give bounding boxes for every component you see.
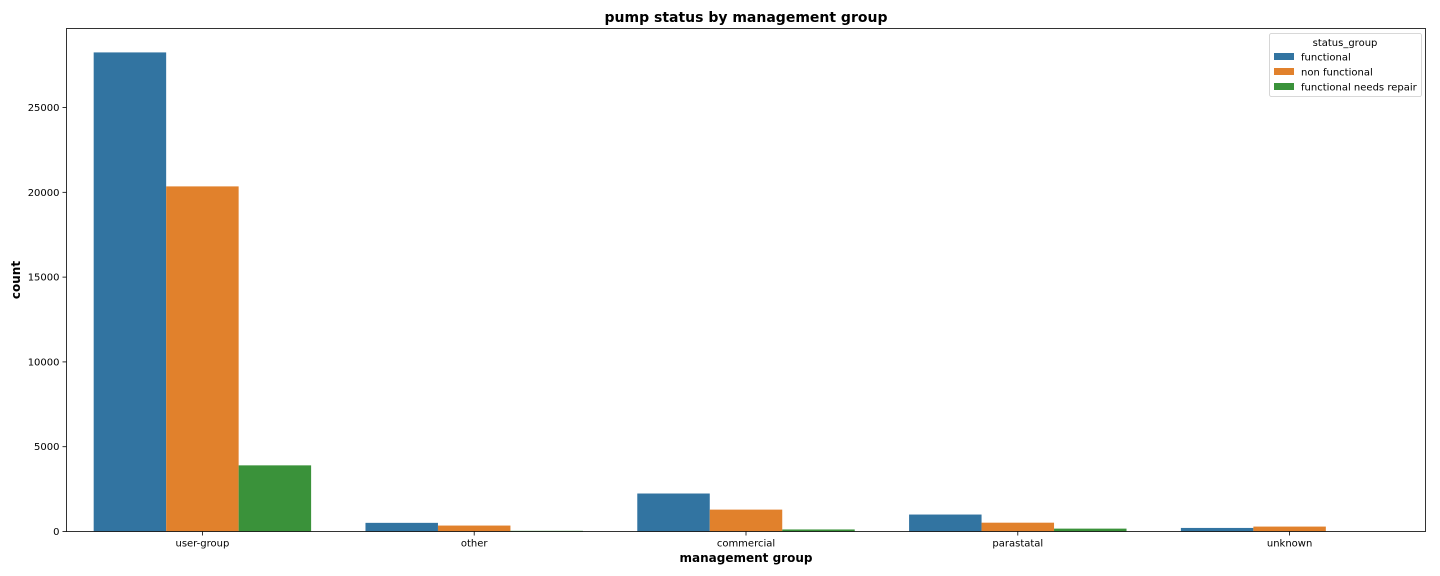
legend-frame [1269,33,1422,97]
legend: status_group functional non functional fun… [1269,33,1422,97]
bar-user-group-functional-needs-repair [238,465,312,532]
x-tick-label: other [461,539,489,550]
plot-frame [66,28,1426,532]
y-axis-label: count [9,261,23,299]
bar-other-non-functional [437,525,511,532]
bar-commercial-functional [637,493,710,532]
chart-title: pump status by management group [605,10,888,26]
bar-unknown-functional [1180,527,1254,532]
legend-label-functional-needs-repair: functional needs repair [1301,83,1418,94]
y-tick-label: 20000 [28,188,60,199]
y-tick-label: 10000 [28,357,60,368]
x-tick-label: unknown [1267,539,1312,550]
y-tick-label: 15000 [28,273,60,284]
legend-swatch-functional [1274,53,1294,60]
bar-parastatal-functional [909,514,982,532]
bars-group [93,52,1326,532]
bar-commercial-non-functional [709,509,783,532]
x-tick-label: user-group [175,539,229,550]
y-tick-label: 5000 [34,442,59,453]
y-tick-label: 0 [53,527,59,538]
bar-unknown-non-functional [1253,526,1326,532]
y-axis: 0 5000 10000 15000 20000 25000 [28,103,67,538]
legend-title: status_group [1313,38,1378,49]
bar-parastatal-non-functional [981,522,1055,532]
bar-user-group-non-functional [166,186,239,532]
x-tick-label: commercial [717,539,775,550]
y-tick-label: 25000 [28,103,60,114]
legend-label-non-functional: non functional [1301,68,1373,79]
legend-label-functional: functional [1301,53,1351,64]
legend-swatch-functional-needs-repair [1274,83,1294,90]
bar-other-functional [365,522,438,532]
bar-parastatal-functional-needs-repair [1054,528,1127,532]
x-axis-label: management group [680,551,813,565]
legend-swatch-non-functional [1274,68,1294,75]
bar-user-group-functional [93,52,167,532]
x-tick-label: parastatal [992,539,1043,550]
x-axis: user-group other commercial parastatal unkno… [175,531,1312,550]
bar-commercial-functional-needs-repair [782,529,855,532]
